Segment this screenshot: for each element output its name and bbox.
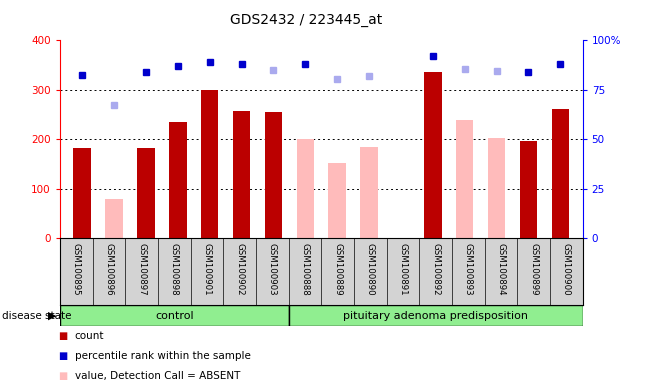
Bar	[360, 147, 378, 238]
Text: GSM100889: GSM100889	[333, 243, 342, 296]
Text: GSM100891: GSM100891	[398, 243, 408, 296]
Text: ■: ■	[59, 371, 68, 381]
Text: value, Detection Call = ABSENT: value, Detection Call = ABSENT	[75, 371, 240, 381]
Text: GSM100894: GSM100894	[497, 243, 505, 296]
Text: ■: ■	[59, 351, 68, 361]
Text: count: count	[75, 331, 104, 341]
Bar	[551, 109, 569, 238]
Text: GSM100895: GSM100895	[72, 243, 81, 296]
Bar	[488, 138, 505, 238]
Text: GSM100898: GSM100898	[170, 243, 179, 296]
Text: GSM100903: GSM100903	[268, 243, 277, 296]
Bar	[169, 122, 187, 238]
Text: GSM100901: GSM100901	[202, 243, 212, 296]
Text: GSM100890: GSM100890	[366, 243, 375, 296]
Bar	[265, 129, 283, 238]
Bar	[74, 148, 91, 238]
Text: GSM100897: GSM100897	[137, 243, 146, 296]
Bar	[297, 139, 314, 238]
Bar	[60, 305, 288, 326]
Text: GSM100892: GSM100892	[431, 243, 440, 296]
Bar	[519, 141, 537, 238]
Text: GSM100900: GSM100900	[562, 243, 571, 296]
Text: GSM100893: GSM100893	[464, 243, 473, 296]
Text: ▶: ▶	[48, 311, 56, 321]
Text: GSM100902: GSM100902	[235, 243, 244, 296]
Text: ■: ■	[59, 331, 68, 341]
Bar	[424, 73, 441, 238]
Bar	[137, 148, 155, 238]
Text: percentile rank within the sample: percentile rank within the sample	[75, 351, 251, 361]
Text: GSM100896: GSM100896	[104, 243, 113, 296]
Bar	[105, 199, 123, 238]
Bar	[201, 90, 219, 238]
Text: GSM100888: GSM100888	[300, 243, 309, 296]
Text: disease state: disease state	[2, 311, 72, 321]
Bar	[265, 112, 283, 238]
Bar	[288, 305, 583, 326]
Bar	[456, 121, 473, 238]
Bar	[329, 163, 346, 238]
Bar	[233, 111, 251, 238]
Text: GSM100899: GSM100899	[529, 243, 538, 296]
Text: pituitary adenoma predisposition: pituitary adenoma predisposition	[343, 311, 528, 321]
Text: control: control	[155, 311, 193, 321]
Text: GDS2432 / 223445_at: GDS2432 / 223445_at	[230, 13, 382, 27]
